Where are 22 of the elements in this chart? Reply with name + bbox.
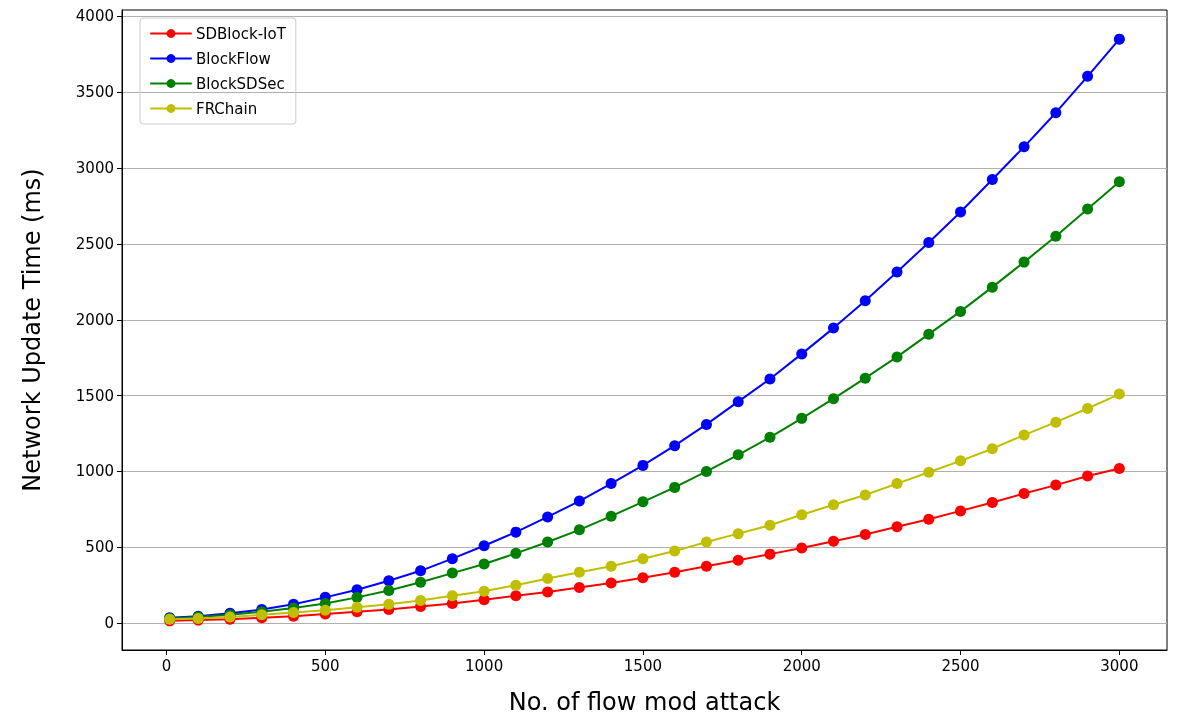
legend-label: SDBlock-IoT bbox=[196, 24, 287, 43]
y-tick-label: 2500 bbox=[75, 234, 114, 253]
legend-label: BlockSDSec bbox=[196, 74, 285, 93]
legend-label: FRChain bbox=[196, 99, 258, 118]
x-axis-title: No. of flow mod attack bbox=[508, 688, 781, 716]
y-tick-label: 4000 bbox=[75, 7, 114, 26]
legend-label: BlockFlow bbox=[196, 49, 271, 68]
x-tick-label: 1500 bbox=[623, 656, 663, 675]
x-tick-label: 500 bbox=[310, 656, 340, 675]
y-tick-label: 1500 bbox=[75, 386, 114, 405]
x-tick-label: 2000 bbox=[782, 656, 821, 675]
x-tick-label: 3000 bbox=[1100, 656, 1139, 675]
y-axis-title: Network Update Time (ms) bbox=[18, 168, 46, 492]
y-tick-label: 1000 bbox=[75, 462, 114, 481]
y-tick-label: 3500 bbox=[75, 83, 114, 102]
y-tick-label: 2000 bbox=[75, 310, 114, 329]
x-tick-label: 2500 bbox=[941, 656, 980, 675]
y-tick-label: 3000 bbox=[75, 159, 114, 178]
x-tick-label: 1000 bbox=[465, 656, 504, 675]
x-tick-label: 0 bbox=[161, 656, 172, 675]
y-tick-label: 500 bbox=[85, 538, 114, 557]
y-tick-label: 0 bbox=[104, 614, 114, 633]
